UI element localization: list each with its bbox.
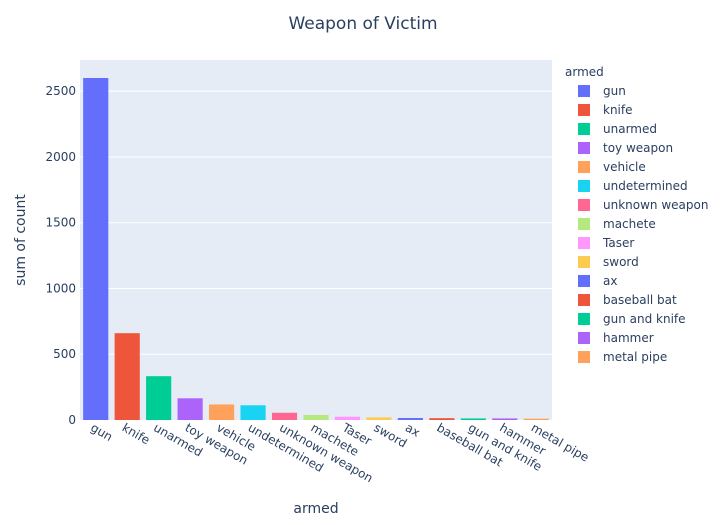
bar-undetermined[interactable] <box>240 405 266 420</box>
y-tick-label: 2500 <box>45 84 76 98</box>
bar-metal-pipe[interactable] <box>523 418 549 420</box>
legend-swatch[interactable] <box>578 294 590 306</box>
legend-label[interactable]: unknown weapon <box>603 198 708 212</box>
legend-title: armed <box>565 65 604 79</box>
legend-label[interactable]: ax <box>603 274 617 288</box>
bar-ax[interactable] <box>397 418 423 420</box>
legend-swatch[interactable] <box>578 351 590 363</box>
bar-machete[interactable] <box>303 415 329 420</box>
legend-swatch[interactable] <box>578 180 590 192</box>
bar-knife[interactable] <box>114 333 140 420</box>
x-tick-label: knife <box>120 420 153 447</box>
legend-swatch[interactable] <box>578 275 590 287</box>
legend-swatch[interactable] <box>578 161 590 173</box>
legend-swatch[interactable] <box>578 123 590 135</box>
y-tick-label: 0 <box>68 413 76 427</box>
legend-label[interactable]: metal pipe <box>603 350 667 364</box>
legend-swatch[interactable] <box>578 85 590 97</box>
legend-label[interactable]: hammer <box>603 331 654 345</box>
legend-label[interactable]: gun and knife <box>603 312 686 326</box>
legend: armed gun knife unarmed toy weapon vehicle un… <box>565 65 708 364</box>
legend-swatch[interactable] <box>578 256 590 268</box>
bars <box>83 78 549 421</box>
legend-swatch[interactable] <box>578 332 590 344</box>
y-tick-label: 1500 <box>45 216 76 230</box>
legend-label[interactable]: Taser <box>602 236 634 250</box>
y-tick-label: 2000 <box>45 150 76 164</box>
legend-swatch[interactable] <box>578 237 590 249</box>
legend-swatch[interactable] <box>578 199 590 211</box>
bar-sword[interactable] <box>366 417 392 420</box>
bar-taser[interactable] <box>334 416 361 420</box>
legend-label[interactable]: baseball bat <box>603 293 677 307</box>
y-axis-ticks: 0 500 1000 1500 2000 2500 <box>45 84 76 427</box>
bar-toy-weapon[interactable] <box>177 398 203 420</box>
legend-label[interactable]: knife <box>603 103 633 117</box>
legend-label[interactable]: vehicle <box>603 160 646 174</box>
legend-swatch[interactable] <box>578 104 590 116</box>
legend-label[interactable]: machete <box>603 217 656 231</box>
legend-label[interactable]: unarmed <box>603 122 657 136</box>
y-axis-label: sum of count <box>13 194 29 286</box>
bar-unknown-weapon[interactable] <box>271 412 298 420</box>
bar-gun-and-knife[interactable] <box>460 418 486 420</box>
plot-background <box>80 60 552 420</box>
legend-label[interactable]: toy weapon <box>603 141 673 155</box>
bar-gun[interactable] <box>83 78 109 421</box>
bar-vehicle[interactable] <box>209 404 235 420</box>
legend-swatch[interactable] <box>578 142 590 154</box>
legend-label[interactable]: gun <box>603 84 626 98</box>
legend-swatch[interactable] <box>578 313 590 325</box>
x-axis-label: armed <box>293 501 338 517</box>
grid-lines <box>80 90 552 355</box>
legend-label[interactable]: sword <box>603 255 639 269</box>
x-tick-label: gun <box>88 420 115 444</box>
bar-baseball-bat[interactable] <box>429 418 455 420</box>
chart-title: Weapon of Victim <box>288 14 437 34</box>
bar-unarmed[interactable] <box>146 376 172 420</box>
y-tick-label: 500 <box>53 347 76 361</box>
y-tick-label: 1000 <box>45 281 76 295</box>
bar-hammer[interactable] <box>492 418 518 420</box>
legend-swatch[interactable] <box>578 218 590 230</box>
x-tick-label: ax <box>403 420 423 439</box>
x-tick-label: sword <box>371 420 409 450</box>
legend-label[interactable]: undetermined <box>603 179 688 193</box>
